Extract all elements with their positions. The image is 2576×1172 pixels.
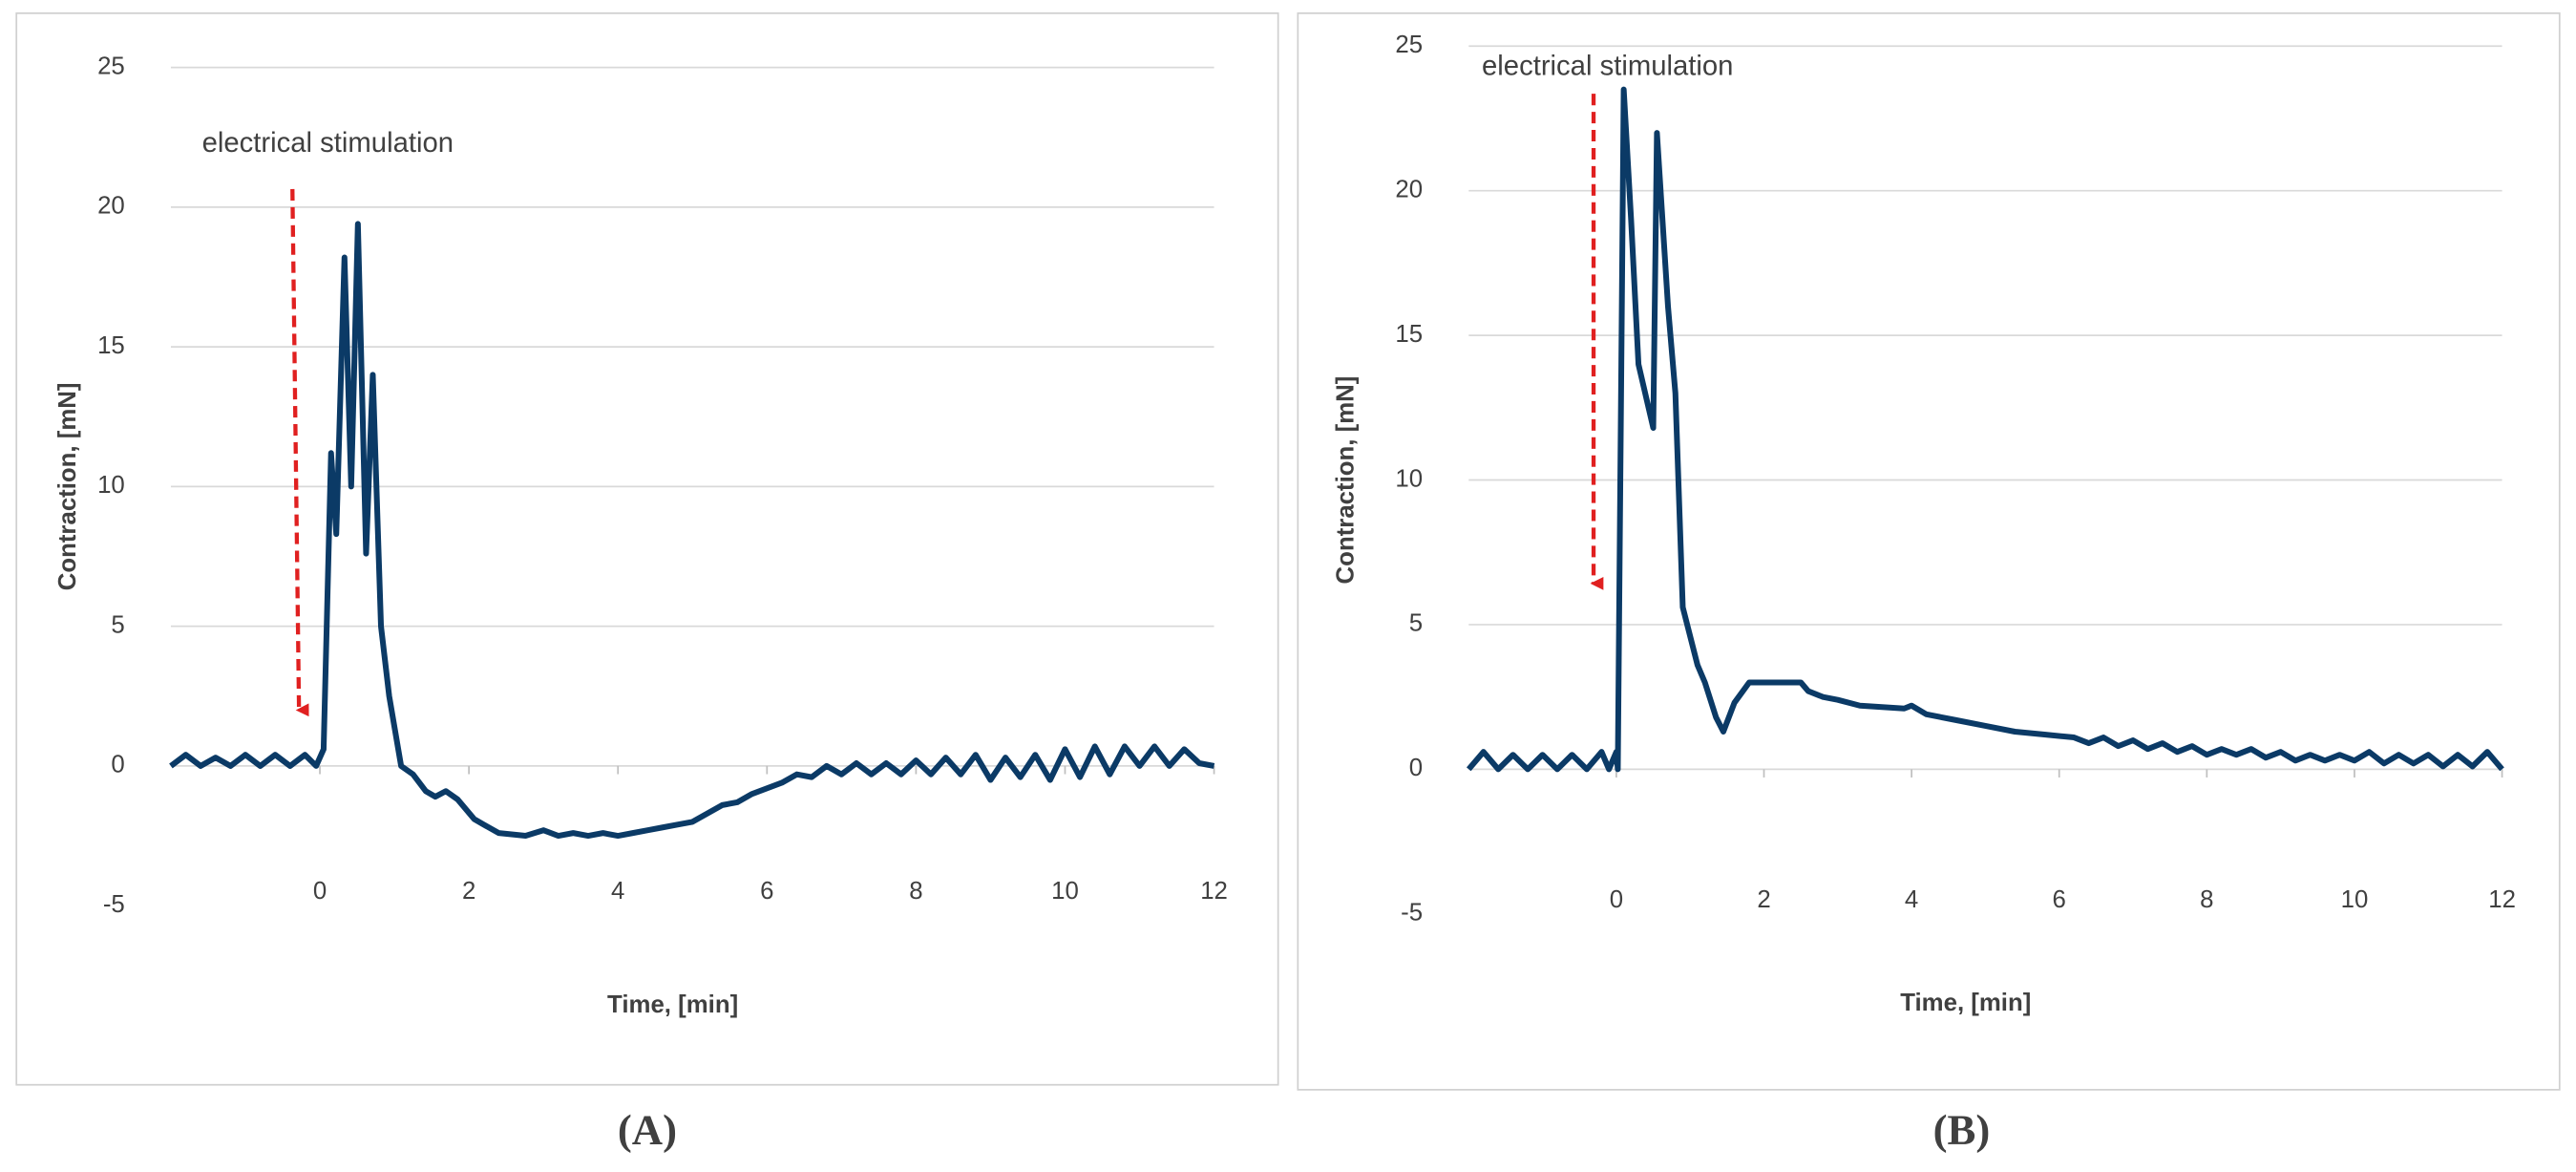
panel-caption: (A) bbox=[618, 1106, 677, 1154]
y-tick-label: 10 bbox=[1395, 465, 1423, 492]
y-tick-label: 25 bbox=[97, 53, 125, 79]
annotation: electrical stimulation bbox=[202, 128, 454, 159]
x-tick-label: 4 bbox=[611, 878, 624, 905]
y-tick-label: 25 bbox=[1395, 32, 1423, 58]
y-tick-label: 5 bbox=[1409, 610, 1423, 637]
panel-frame bbox=[15, 11, 1279, 1086]
x-tick-label: 12 bbox=[2488, 886, 2516, 913]
x-tick-label: 12 bbox=[1200, 878, 1228, 905]
annotation: electrical stimulation bbox=[1482, 51, 1733, 81]
y-tick-label: 10 bbox=[97, 472, 125, 499]
y-tick-label: 0 bbox=[111, 752, 124, 778]
stimulation-arrow bbox=[290, 188, 309, 717]
x-tick-label: 10 bbox=[2341, 886, 2369, 913]
x-tick-label: 2 bbox=[462, 878, 475, 905]
x-tick-label: 0 bbox=[1610, 886, 1623, 913]
x-tick-label: 8 bbox=[909, 878, 922, 905]
panel-caption: (B) bbox=[1933, 1106, 1991, 1154]
x-tick-label: 6 bbox=[2053, 886, 2066, 913]
x-tick-label: 6 bbox=[760, 878, 773, 905]
y-tick-label: 5 bbox=[111, 611, 124, 638]
y-tick-label: -5 bbox=[1401, 900, 1423, 927]
x-tick-label: 10 bbox=[1051, 878, 1079, 905]
x-axis-label: Time, [min] bbox=[607, 991, 738, 1018]
y-tick-label: 20 bbox=[97, 193, 125, 220]
y-tick-label: 15 bbox=[97, 332, 125, 359]
y-axis-label: Contraction, [mN] bbox=[54, 382, 81, 590]
x-tick-label: 4 bbox=[1905, 886, 1918, 913]
y-tick-label: 15 bbox=[1395, 321, 1423, 348]
panel-frame bbox=[1297, 11, 2561, 1091]
y-tick-label: -5 bbox=[103, 891, 125, 918]
x-tick-label: 8 bbox=[2200, 886, 2213, 913]
data-line bbox=[1466, 86, 2504, 773]
x-tick-label: 2 bbox=[1757, 886, 1770, 913]
y-tick-label: 20 bbox=[1395, 176, 1423, 202]
x-axis-label: Time, [min] bbox=[1900, 990, 2031, 1016]
y-axis-label: Contraction, [mN] bbox=[1333, 376, 1360, 585]
data-line bbox=[169, 221, 1215, 840]
y-tick-label: 0 bbox=[1409, 755, 1423, 781]
x-tick-label: 0 bbox=[313, 878, 327, 905]
